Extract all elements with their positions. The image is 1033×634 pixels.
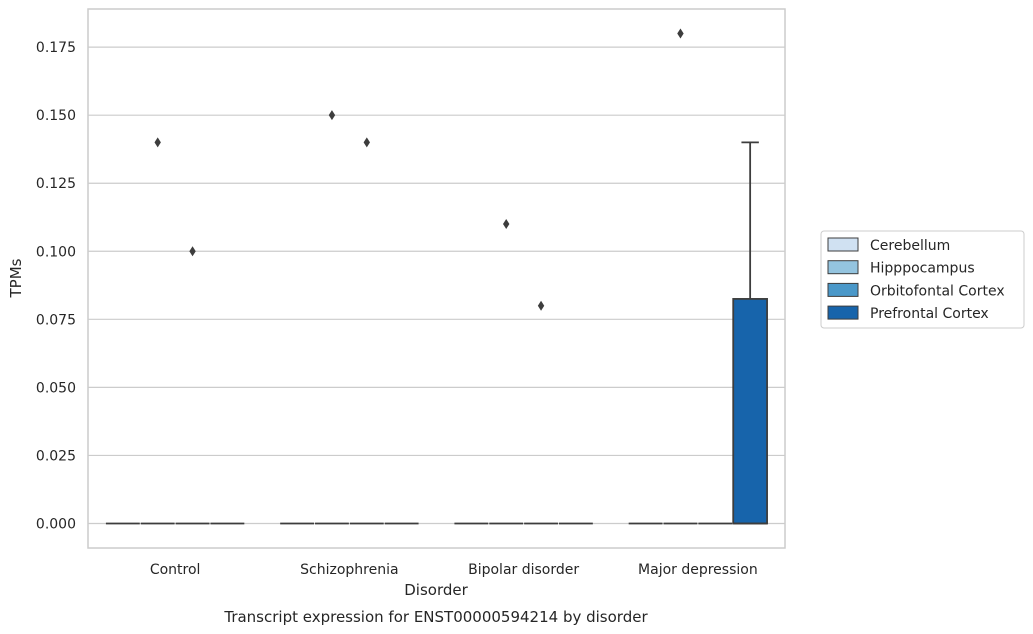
outlier-point [363, 137, 370, 148]
boxes [105, 141, 768, 525]
y-tick-label: 0.125 [36, 176, 76, 192]
x-axis-ticks: Control Schizophrenia Bipolar disorder Majo… [150, 562, 758, 578]
x-axis-label: Disorder [404, 581, 468, 599]
legend-swatch [827, 237, 859, 252]
legend-label: Hipppocampus [870, 261, 975, 277]
y-tick-label: 0.100 [36, 244, 76, 260]
outliers [154, 28, 684, 311]
legend-items: Cerebellum Hipppocampus Orbitofontal Corte… [827, 237, 1005, 322]
legend-frame [820, 230, 1025, 329]
x-tick-label: Bipolar disorder [468, 562, 579, 578]
y-tick-label: 0.075 [36, 312, 76, 328]
x-tick-label: Control [150, 562, 201, 578]
legend-label: Orbitofontal Cortex [870, 283, 1005, 299]
y-axis-label: TPMs [7, 258, 25, 298]
y-tick-label: 0.175 [36, 40, 76, 56]
y-axis-ticks: 0.000 0.025 0.050 0.075 0.100 0.125 0.150 0.175 [36, 40, 76, 532]
y-tick-label: 0.025 [36, 448, 76, 464]
legend: Cerebellum Hipppocampus Orbitofontal Corte… [820, 230, 1025, 329]
x-tick-label: Major depression [638, 562, 758, 578]
legend-label: Prefrontal Cortex [870, 306, 989, 322]
y-tick-label: 0.150 [36, 108, 76, 124]
legend-swatch [827, 305, 859, 320]
legend-swatch [827, 260, 859, 275]
outlier-point [503, 219, 510, 230]
chart-title: Transcript expression for ENST0000059421… [223, 608, 648, 626]
outlier-point [154, 137, 161, 148]
plot-frame [87, 8, 786, 549]
y-tick-label: 0.050 [36, 380, 76, 396]
outlier-point [328, 110, 336, 121]
gridlines [88, 46, 785, 525]
y-tick-label: 0.000 [36, 517, 76, 533]
outlier-point [189, 246, 196, 257]
outlier-point [677, 28, 684, 39]
outlier-point [537, 300, 545, 311]
legend-label: Cerebellum [870, 238, 950, 254]
box [732, 298, 768, 525]
legend-swatch [827, 282, 859, 297]
x-tick-label: Schizophrenia [300, 562, 398, 578]
